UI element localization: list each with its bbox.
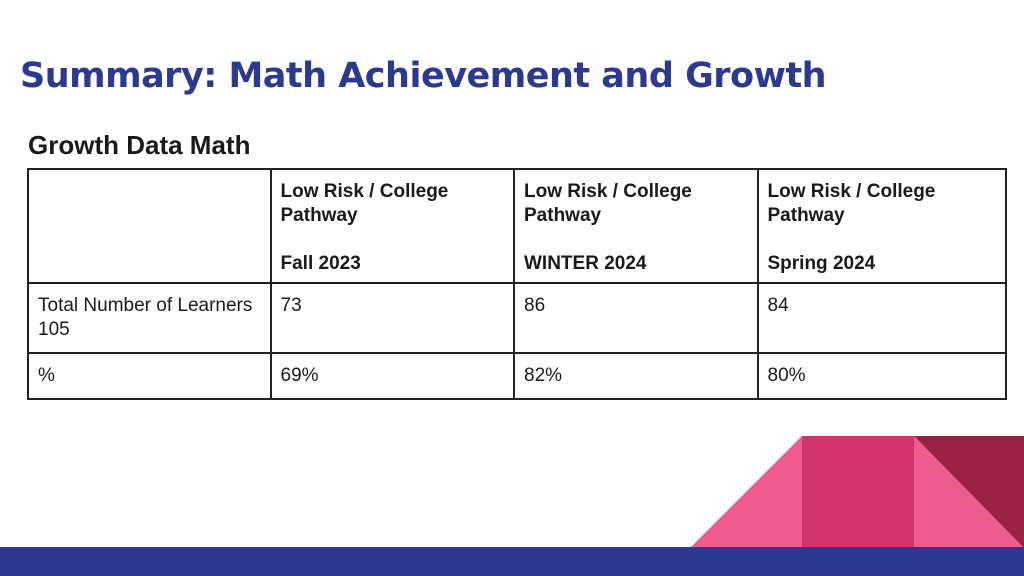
row-label: % xyxy=(27,352,272,400)
cell-value: 69% xyxy=(269,352,515,400)
header-cell-winter-2024: Low Risk / College Pathway WINTER 2024 xyxy=(513,168,759,284)
dark-magenta-triangle-shape xyxy=(914,436,1024,548)
row-label: Total Number of Learners 105 xyxy=(27,282,272,354)
header-term: WINTER 2024 xyxy=(524,253,647,274)
slide-title: Summary: Math Achievement and Growth xyxy=(20,56,827,96)
table-heading: Growth Data Math xyxy=(28,130,251,160)
pink-square-shape xyxy=(802,436,914,548)
cell-value: 86 xyxy=(513,282,759,354)
header-label: Low Risk / College Pathway xyxy=(767,181,936,226)
header-cell-spring-2024: Low Risk / College Pathway Spring 2024 xyxy=(756,168,1007,284)
table-row-percent: % 69% 82% 80% xyxy=(27,352,1007,400)
header-label: Low Risk / College Pathway xyxy=(280,181,449,226)
header-term: Spring 2024 xyxy=(767,253,876,274)
header-cell-fall-2023: Low Risk / College Pathway Fall 2023 xyxy=(269,168,515,284)
cell-value: 80% xyxy=(756,352,1007,400)
cell-value: 84 xyxy=(756,282,1007,354)
decorative-shapes xyxy=(690,436,1024,548)
cell-value: 73 xyxy=(269,282,515,354)
table-header-row: Low Risk / College Pathway Fall 2023 Low… xyxy=(27,168,1007,284)
header-cell-empty xyxy=(27,168,272,284)
growth-data-table: Low Risk / College Pathway Fall 2023 Low… xyxy=(27,168,1007,400)
header-label: Low Risk / College Pathway xyxy=(524,181,692,226)
cell-value: 82% xyxy=(513,352,759,400)
pink-triangle-shape xyxy=(690,436,802,548)
header-term: Fall 2023 xyxy=(280,253,361,274)
footer-bar xyxy=(0,547,1024,576)
table-row-learners: Total Number of Learners 105 73 86 84 xyxy=(27,282,1007,354)
